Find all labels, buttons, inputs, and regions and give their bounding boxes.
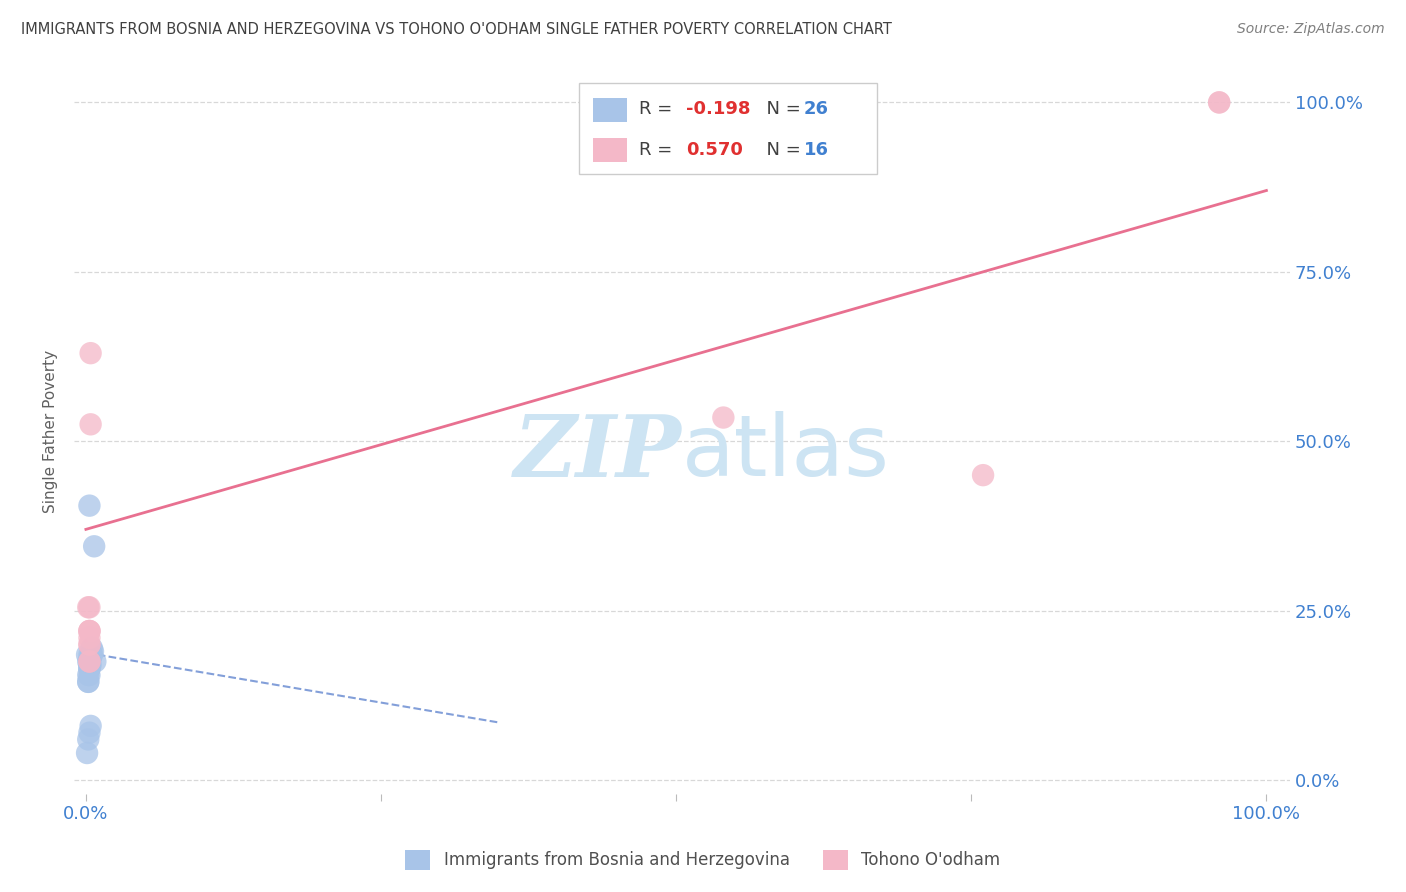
Point — [83, 539, 105, 553]
Point — [77, 674, 100, 689]
Point — [1208, 95, 1230, 110]
Point — [79, 661, 101, 675]
Point — [79, 668, 101, 682]
Point — [79, 655, 101, 669]
Point — [77, 732, 100, 747]
Bar — [593, 98, 627, 121]
Text: R =: R = — [640, 141, 679, 159]
Legend: Immigrants from Bosnia and Herzegovina, Tohono O'odham: Immigrants from Bosnia and Herzegovina, … — [399, 843, 1007, 877]
Point — [1208, 95, 1230, 110]
Point — [79, 600, 101, 615]
Point — [79, 648, 101, 662]
Point — [77, 655, 100, 669]
Text: R =: R = — [640, 100, 679, 119]
Text: -0.198: -0.198 — [686, 100, 751, 119]
Point — [79, 661, 101, 675]
Point — [79, 651, 101, 665]
Point — [972, 468, 994, 483]
Point — [80, 640, 103, 655]
Text: Source: ZipAtlas.com: Source: ZipAtlas.com — [1237, 22, 1385, 37]
Point — [79, 725, 101, 739]
Text: N =: N = — [755, 141, 807, 159]
Text: 0.570: 0.570 — [686, 141, 742, 159]
Point — [79, 648, 101, 662]
Point — [79, 624, 101, 638]
Point — [84, 655, 107, 669]
Point — [79, 624, 101, 638]
Text: 16: 16 — [804, 141, 828, 159]
Point — [79, 638, 101, 652]
Text: IMMIGRANTS FROM BOSNIA AND HERZEGOVINA VS TOHONO O'ODHAM SINGLE FATHER POVERTY C: IMMIGRANTS FROM BOSNIA AND HERZEGOVINA V… — [21, 22, 891, 37]
Point — [77, 600, 100, 615]
Bar — [593, 138, 627, 162]
Point — [77, 668, 100, 682]
Point — [79, 661, 101, 675]
Point — [79, 346, 101, 360]
Point — [82, 644, 104, 658]
Point — [79, 655, 101, 669]
Point — [79, 417, 101, 432]
Text: 26: 26 — [804, 100, 828, 119]
Point — [79, 624, 101, 638]
Point — [79, 657, 101, 672]
Point — [80, 648, 103, 662]
Point — [79, 719, 101, 733]
Point — [79, 638, 101, 652]
Point — [79, 631, 101, 645]
Point — [77, 674, 100, 689]
FancyBboxPatch shape — [579, 83, 876, 174]
Text: atlas: atlas — [682, 411, 890, 494]
Point — [711, 410, 734, 425]
Y-axis label: Single Father Poverty: Single Father Poverty — [44, 350, 58, 513]
Text: ZIP: ZIP — [515, 411, 682, 494]
Point — [79, 499, 101, 513]
Point — [79, 655, 101, 669]
Point — [79, 648, 101, 662]
Text: N =: N = — [755, 100, 807, 119]
Point — [76, 648, 98, 662]
Point — [80, 648, 103, 662]
Point — [76, 746, 98, 760]
